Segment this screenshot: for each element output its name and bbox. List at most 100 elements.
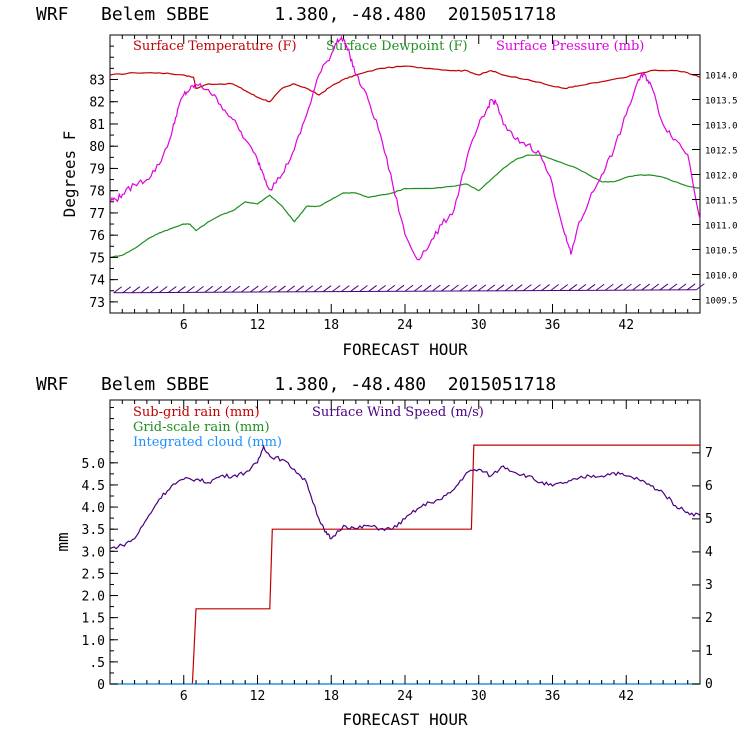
wind-barb [259,285,268,293]
wind-barb [541,284,550,291]
wind-barb [550,284,559,291]
chart-top-plot-frame [109,34,701,314]
top-xtick-label: 24 [397,318,413,333]
top-y2tick-label: 1010.5 [705,247,738,257]
wind-barb [359,285,368,292]
wind-barb [386,284,396,292]
legend-surface-wind-speed: Surface Wind Speed (m/s) [312,405,484,420]
wind-barb [149,286,159,293]
wind-barb [249,285,259,293]
bottom-xtick-label: 36 [545,689,561,704]
top-y2tick-label: 1011.5 [705,197,738,207]
bottom-xtick-label: 12 [250,689,266,704]
bottom-ytick-label: 1.0 [82,634,105,649]
wind-barb [595,283,605,291]
wind-barb [350,285,359,292]
wind-barb [331,285,341,293]
chart-top-ticks: 6 12 18 24 30 36 42 73 74 75 76 77 78 79 80 81 82 83 1009.… [89,34,738,333]
wind-barb [577,283,587,291]
top-ytick-label: 75 [89,251,105,266]
top-ytick-label: 80 [89,140,105,155]
wind-barb [568,284,578,291]
top-ytick-label: 82 [89,96,105,111]
top-ytick-label: 83 [89,73,105,88]
bottom-y2tick-label: 1 [705,644,713,659]
top-ytick-label: 74 [89,274,105,289]
wind-barb [604,283,614,291]
chart-top: WRF Belem SBBE 1.380, -48.480 2015051718… [36,4,738,359]
bottom-ytick-label: 2.5 [82,567,105,582]
legend-grid-scale-rain: Grid-scale rain (mm) [133,420,270,435]
wind-barb [696,283,705,291]
wind-barb [468,284,478,292]
top-y2tick-label: 1014.0 [705,72,738,82]
wind-barb [441,284,450,292]
wind-barb [222,285,232,293]
wind-barb [204,285,214,293]
wind-barb [295,285,305,293]
wind-barb [422,284,432,292]
wind-barb [395,284,405,292]
top-y2tick-label: 1012.0 [705,172,738,182]
bottom-ytick-label: 4.5 [82,479,105,494]
top-y2tick-label: 1013.0 [705,122,738,132]
chart-top-legend: Surface Temperature (F) Surface Dewpoint… [133,39,644,54]
top-series-surface-dewpoint-f [109,154,701,258]
wind-barb [213,285,223,293]
wind-barb [368,285,377,292]
chart-top-xlabel: FORECAST HOUR [342,340,468,359]
wind-barb [231,285,241,293]
top-xtick-label: 18 [323,318,339,333]
top-ytick-label: 77 [89,207,105,222]
wind-barb [413,284,423,292]
top-xtick-label: 6 [180,318,188,333]
bottom-y2tick-label: 7 [705,446,713,461]
wind-barb [313,285,323,293]
wind-barb [186,285,195,293]
top-ytick-label: 81 [89,118,105,133]
wind-barb [513,284,523,292]
wind-barb [459,284,468,292]
wind-barb [168,286,177,293]
chart-top-title: WRF Belem SBBE 1.380, -48.480 2015051718 [36,4,556,25]
chart-bottom-title: WRF Belem SBBE 1.380, -48.480 2015051718 [36,374,556,395]
top-xtick-label: 12 [250,318,266,333]
wind-barb [240,285,250,293]
top-y2tick-label: 1012.5 [705,147,738,157]
top-y2tick-label: 1013.5 [705,97,738,107]
bottom-xtick-label: 24 [397,689,413,704]
wind-barb [122,286,132,294]
top-xtick-label: 36 [545,318,561,333]
chart-top-ylabel: Degrees F [60,131,79,218]
top-y2tick-label: 1010.0 [705,272,738,282]
wind-barb [450,284,459,292]
wind-barb [340,285,350,292]
wind-barb [586,283,596,291]
bottom-xtick-label: 6 [180,689,188,704]
wind-barb [495,284,505,292]
wind-barb [113,286,122,294]
bottom-y2tick-label: 2 [705,611,713,626]
top-ytick-label: 78 [89,185,105,200]
chart-bottom-series [109,444,701,685]
bottom-ytick-label: 3.0 [82,545,105,560]
wind-barb [650,283,660,291]
chart-bottom-ticks: 6 12 18 24 30 36 420.51.01.52.02.53.03.54.04.5… [82,400,713,704]
chart-bottom: WRF Belem SBBE 1.380, -48.480 2015051718… [36,374,713,729]
bottom-y2tick-label: 0 [705,677,713,692]
legend-integrated-cloud: Integrated cloud (mm) [133,435,282,450]
bottom-series-surface-wind-speed-m-s [109,444,701,550]
bottom-ytick-label: 5.0 [82,457,105,472]
wind-barb [177,286,186,293]
wind-barb [304,285,314,293]
bottom-ytick-label: 3.5 [82,523,105,538]
legend-surface-pressure: Surface Pressure (mb) [496,39,644,54]
bottom-xtick-label: 18 [323,689,339,704]
legend-subgrid-rain: Sub-grid rain (mm) [133,405,260,420]
top-series-surface-pressure-mb [109,35,701,261]
top-xtick-label: 42 [618,318,634,333]
bottom-series-sub-grid-rain-mm [191,444,700,685]
legend-surface-temperature: Surface Temperature (F) [133,39,297,54]
top-y2tick-label: 1011.0 [705,222,738,232]
